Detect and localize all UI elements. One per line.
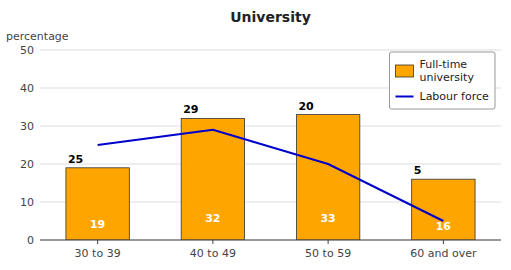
legend-swatch	[395, 65, 413, 77]
grid-line	[40, 164, 501, 165]
bar-value-label: 19	[90, 218, 105, 231]
legend: Full-timeuniversity Labour force	[389, 52, 495, 109]
x-tick-label: 50 to 59	[305, 247, 351, 260]
legend-box	[389, 52, 495, 109]
x-axis	[40, 240, 501, 241]
bar	[66, 168, 129, 240]
legend-label: Labour force	[419, 90, 489, 103]
y-tick-label: 20	[20, 158, 34, 171]
x-tick	[97, 240, 98, 244]
grid-line	[40, 240, 501, 241]
x-tick	[443, 240, 444, 244]
x-tick	[212, 240, 213, 244]
line-value-label: 5	[414, 164, 422, 177]
chart: 0 10 20 30 40 50 19 32 33 16 25 29 20 5 30 to 39 40 to …	[0, 0, 511, 270]
legend-swatch	[395, 96, 413, 98]
bar-value-label: 32	[205, 212, 220, 225]
bar-value-label: 33	[320, 212, 335, 225]
x-tick-label: 60 and over	[410, 247, 477, 260]
bar	[296, 115, 359, 240]
line-value-label: 20	[298, 100, 314, 113]
legend-item: Full-timeuniversity	[395, 58, 474, 84]
y-tick-label: 0	[27, 234, 34, 247]
grid-line	[40, 50, 501, 51]
x-tick-label: 40 to 49	[190, 247, 236, 260]
y-tick-label: 40	[20, 82, 34, 95]
line-value-label: 25	[68, 153, 83, 166]
y-axis-label: percentage	[6, 30, 69, 43]
legend-item: Labour force	[395, 90, 489, 103]
y-tick-label: 50	[20, 44, 34, 57]
y-tick-label: 30	[20, 120, 34, 133]
legend-label: Full-timeuniversity	[419, 58, 474, 84]
grid-line	[40, 126, 501, 127]
line	[98, 130, 444, 221]
bar-value-label: 16	[436, 220, 452, 233]
x-tick	[328, 240, 329, 244]
title: University	[230, 9, 311, 25]
line-value-label: 29	[183, 103, 198, 116]
plot-area	[66, 115, 475, 240]
y-tick-label: 10	[20, 196, 34, 209]
chart-container: 0 10 20 30 40 50 19 32 33 16 25 29 20 5 30 to 39 40 to …	[0, 0, 511, 270]
x-tick-label: 30 to 39	[75, 247, 121, 260]
